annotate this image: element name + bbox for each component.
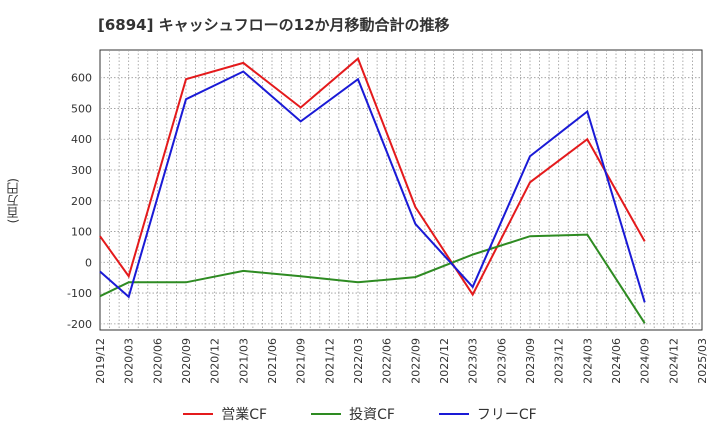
y-tick-label: -200 [67,318,92,331]
legend-swatch-free [438,413,469,415]
x-tick-label: 2020/09 [180,338,193,384]
legend-label-free: フリーCF [476,407,537,423]
x-tick-label: 2023/09 [524,338,537,384]
legend-swatch-investing [311,413,342,415]
chart-title: [6894] キャッシュフローの12か月移動合計の推移 [98,16,450,34]
legend-label-operating: 営業CF [221,407,268,423]
y-tick-label: 200 [71,195,92,208]
x-tick-label: 2019/12 [94,338,107,384]
x-tick-label: 2020/06 [151,338,164,384]
x-tick-label: 2024/06 [610,338,623,384]
x-tick-label: 2023/06 [495,338,508,384]
legend-label-investing: 投資CF [349,407,395,423]
y-tick-label: 0 [85,256,92,269]
y-tick-label: 300 [71,164,92,177]
y-tick-label: -100 [67,287,92,300]
x-tick-label: 2025/03 [696,338,709,384]
x-tick-label: 2022/03 [352,338,365,384]
x-tick-label: 2024/03 [581,338,594,384]
series-line-1 [99,233,646,324]
y-tick-label: 500 [71,102,92,115]
x-tick-label: 2022/12 [438,338,451,384]
x-tick-label: 2021/09 [295,338,308,384]
y-tick-label: 100 [71,226,92,239]
x-tick-label: 2020/03 [123,338,136,384]
legend-swatch-operating [183,413,214,415]
x-tick-label: 2020/12 [209,338,222,384]
x-tick-label: 2022/06 [381,338,394,384]
series-line-0 [99,56,646,297]
legend: 営業CF 投資CF フリーCF [0,404,720,424]
x-tick-label: 2021/06 [266,338,279,384]
legend-item-investing: 投資CF [311,404,395,424]
x-tick-label: 2024/09 [639,338,652,384]
series-line-2 [99,70,646,303]
legend-item-operating: 営業CF [183,404,267,424]
x-tick-label: 2021/03 [237,338,250,384]
x-tick-label: 2021/12 [323,338,336,384]
x-tick-label: 2024/12 [667,338,680,384]
legend-item-free: フリーCF [438,404,537,424]
y-tick-label: 400 [71,133,92,146]
y-tick-label: 600 [71,72,92,85]
x-tick-label: 2022/09 [409,338,422,384]
x-tick-label: 2023/12 [553,338,566,384]
x-tick-label: 2023/03 [467,338,480,384]
